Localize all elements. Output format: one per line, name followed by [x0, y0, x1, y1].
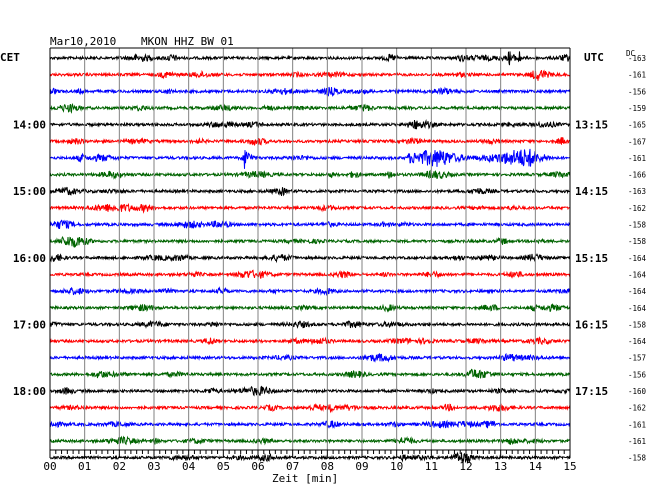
trace-row-24 — [49, 451, 571, 464]
trace-row-5 — [49, 136, 571, 147]
dc-offset-label: -158 — [628, 320, 647, 329]
left-hour-label: 15:00 — [13, 185, 46, 198]
station-label: MKON HHZ BW 01 — [141, 35, 234, 48]
right-hour-label: 13:15 — [575, 119, 608, 132]
trace-row-21 — [49, 402, 571, 414]
dc-offset-label: -162 — [628, 204, 646, 213]
dc-offset-label: -161 — [628, 71, 646, 80]
x-tick-label: 09 — [355, 460, 368, 473]
x-tick-label: 10 — [390, 460, 403, 473]
trace-row-1 — [49, 69, 571, 81]
dc-offset-label: -164 — [628, 254, 647, 263]
trace-row-4 — [49, 119, 571, 130]
dc-offset-label: -156 — [628, 87, 647, 96]
dc-offset-label: -158 — [628, 221, 647, 230]
right-hour-label: 17:15 — [575, 385, 608, 398]
right-hour-label: 16:15 — [575, 318, 608, 331]
trace-row-15 — [49, 303, 571, 313]
trace-row-22 — [49, 419, 571, 430]
left-hour-label: 14:00 — [13, 119, 46, 132]
x-tick-label: 04 — [182, 460, 196, 473]
x-tick-label: 05 — [217, 460, 230, 473]
dc-offset-label: -159 — [628, 104, 646, 113]
trace-row-17 — [49, 336, 571, 346]
trace-row-14 — [49, 286, 571, 297]
x-tick-label: 12 — [459, 460, 472, 473]
dc-offset-label: -161 — [628, 420, 646, 429]
x-tick-label: 03 — [147, 460, 160, 473]
x-axis-title: Zeit [min] — [272, 472, 338, 485]
trace-row-23 — [49, 435, 571, 446]
dc-offset-label: -164 — [628, 287, 647, 296]
dc-offset-label: -163 — [628, 187, 646, 196]
x-tick-label: 06 — [251, 460, 264, 473]
x-tick-label: 01 — [78, 460, 91, 473]
x-tick-labels: 00 01 02 03 04 05 06 07 08 09 10 11 12 13 14 15 — [43, 460, 576, 473]
left-hour-label: 18:00 — [13, 385, 46, 398]
dc-offset-labels: -163 -161 -156 -159 -165 -167 -161 -166 -163 -162… — [628, 54, 647, 463]
right-hour-label: 15:15 — [575, 252, 608, 265]
axes-group — [49, 47, 571, 458]
dc-offset-label: -157 — [628, 354, 646, 363]
dc-offset-label: -161 — [628, 154, 646, 163]
dc-offset-label: -167 — [628, 137, 646, 146]
x-tick-label: 14 — [529, 460, 543, 473]
grid-group — [84, 48, 536, 450]
trace-row-9 — [49, 202, 571, 214]
trace-row-3 — [49, 102, 571, 114]
dc-offset-label: -164 — [628, 337, 647, 346]
dc-offset-label: -164 — [628, 304, 647, 313]
trace-row-8 — [49, 186, 571, 197]
trace-row-13 — [49, 269, 571, 279]
x-tick-label: 08 — [321, 460, 334, 473]
trace-row-6 — [49, 148, 571, 169]
x-tick-label: 07 — [286, 460, 299, 473]
right-timezone-label: UTC — [584, 51, 604, 64]
x-tick-label: 00 — [43, 460, 56, 473]
trace-row-0 — [49, 51, 571, 66]
trace-row-20 — [49, 385, 571, 397]
x-tick-label: 15 — [563, 460, 576, 473]
date-label: Mar10,2010 — [50, 35, 116, 48]
trace-row-7 — [49, 169, 571, 180]
trace-group — [49, 51, 571, 464]
right-hour-labels: 13:15 14:15 15:15 16:15 17:15 — [575, 119, 608, 398]
dc-offset-label: -156 — [628, 370, 647, 379]
left-hour-label: 16:00 — [13, 252, 46, 265]
dc-offset-label: -164 — [628, 270, 647, 279]
trace-row-10 — [49, 219, 571, 230]
dc-offset-label: -160 — [628, 387, 647, 396]
trace-row-11 — [49, 235, 571, 249]
left-timezone-label: CET — [0, 51, 20, 64]
x-tick-label: 13 — [494, 460, 507, 473]
x-tick-label: 11 — [425, 460, 438, 473]
dc-offset-label: -158 — [628, 237, 647, 246]
trace-row-19 — [49, 368, 571, 379]
dc-offset-label: -162 — [628, 404, 646, 413]
dc-header-label: DC — [626, 49, 635, 58]
x-tick-label: 02 — [113, 460, 126, 473]
trace-row-16 — [49, 319, 571, 329]
trace-row-12 — [49, 253, 571, 264]
left-hour-labels: 14:00 15:00 16:00 17:00 18:00 — [13, 119, 46, 398]
dc-offset-label: -166 — [628, 171, 647, 180]
trace-row-18 — [49, 352, 571, 363]
dc-offset-label: -158 — [628, 454, 647, 463]
dc-offset-label: -161 — [628, 437, 646, 446]
right-hour-label: 14:15 — [575, 185, 608, 198]
dc-offset-label: -165 — [628, 121, 646, 130]
left-hour-label: 17:00 — [13, 318, 46, 331]
dc-offset-label: -163 — [628, 54, 646, 63]
trace-row-2 — [49, 86, 571, 98]
